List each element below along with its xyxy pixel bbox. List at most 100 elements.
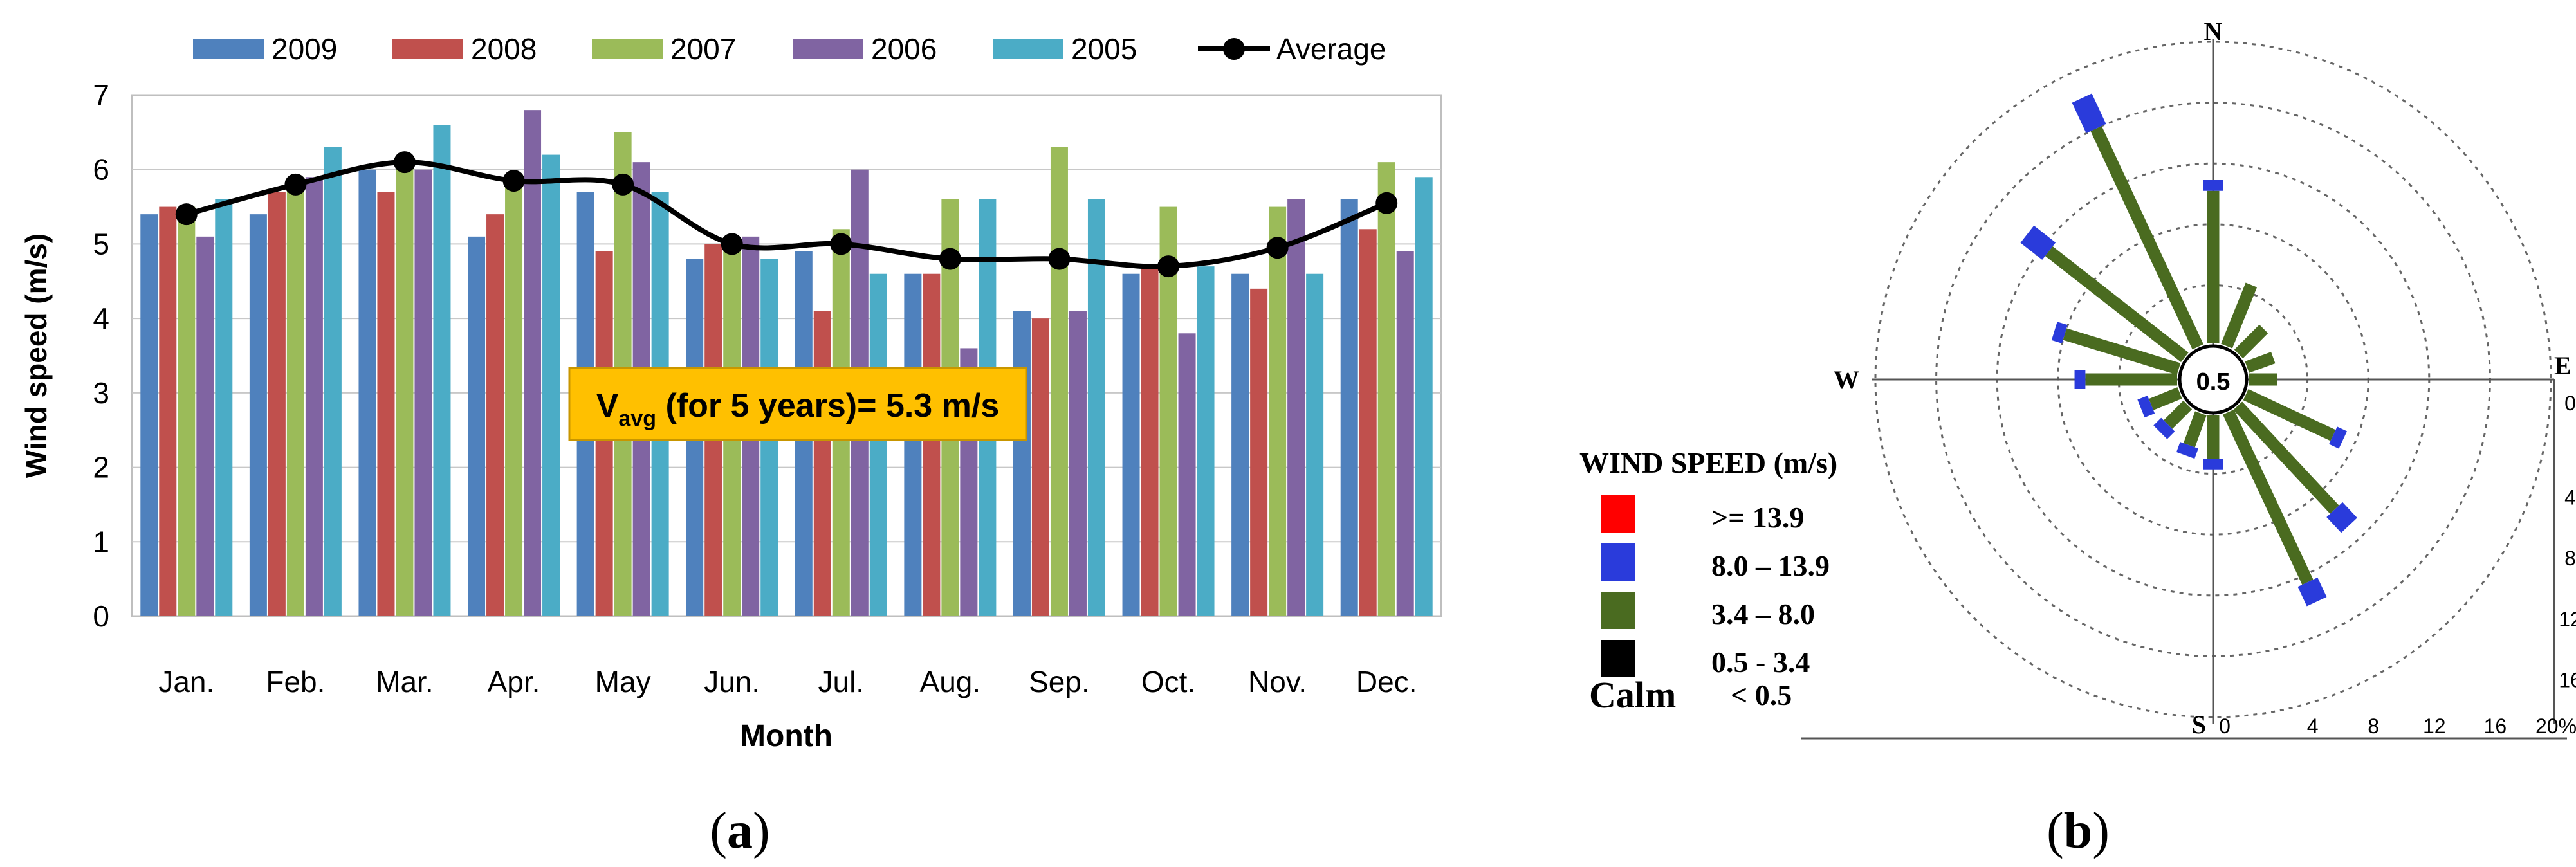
- bar-x-tick-label: Jun.: [704, 665, 760, 698]
- wind-rose-spoke-blue: [2072, 93, 2106, 134]
- bottom-axis-label: 12: [2423, 715, 2446, 738]
- bar-2007-dec: [1377, 162, 1395, 617]
- wind-rose-spoke-blue: [2329, 426, 2348, 449]
- average-annotation: Vavg (for 5 years)= 5.3 m/s: [568, 367, 1027, 441]
- legend-swatch-2009: [193, 39, 264, 59]
- average-point: [939, 248, 961, 270]
- radial-axis-label: 0: [2564, 392, 2576, 415]
- wind-rose-legend-label: 3.4 – 8.0: [1711, 598, 1815, 630]
- bar-plot-area: [131, 94, 1442, 617]
- wind-rose-spoke-blue: [2326, 502, 2357, 533]
- bar-2007-nov: [1269, 206, 1287, 617]
- bar-gridlines: [132, 169, 1441, 543]
- bar-x-tick-label: Nov.: [1248, 665, 1307, 698]
- bar-x-tick-label: Jul.: [818, 665, 864, 698]
- wind-rose-spoke-blue: [2020, 225, 2056, 260]
- wind-rose: 0.5 N S E W 0 4 8 12 16 0 4 8 12 16 20% WIND SPEED (…: [1579, 17, 2576, 740]
- bar-y-tick-label: 6: [93, 153, 109, 187]
- wind-rose-legend-title: WIND SPEED (m/s): [1579, 446, 1837, 479]
- legend-label-2007: 2007: [670, 32, 736, 66]
- average-line-path: [185, 160, 1388, 269]
- legend-swatch-2006: [793, 39, 863, 59]
- legend-label-average: Average: [1276, 32, 1386, 66]
- annotation-subscript: avg: [618, 406, 656, 431]
- bar-2006-sep: [1069, 311, 1087, 616]
- average-point: [1266, 237, 1289, 259]
- bar-y-tick-label: 4: [93, 302, 109, 335]
- direction-label-w: W: [1834, 365, 1859, 394]
- bar-x-tick-labels: Jan. Feb. Mar. Apr. May Jun. Jul. Aug. Sep. Oct. N…: [158, 665, 1417, 698]
- bar-2009-aug: [904, 273, 922, 616]
- average-point: [612, 173, 634, 196]
- bar-2006-nov: [1287, 199, 1305, 616]
- average-line: [175, 151, 1398, 278]
- bar-2008-nov: [1250, 288, 1268, 616]
- bar-x-tick-label: Mar.: [376, 665, 433, 698]
- wind-rose-spoke-green: [2234, 324, 2268, 359]
- wind-rose-calm-value: < 0.5: [1731, 679, 1792, 711]
- bar-2008-sep: [1031, 318, 1049, 616]
- wind-rose-spoke-green: [2243, 389, 2336, 441]
- wind-rose-spoke-blue: [2153, 417, 2175, 439]
- bar-legend: 2009 2008 2007 2006 2005 Average: [193, 32, 1386, 66]
- bar-2007-sep: [1050, 147, 1068, 616]
- wind-rose-center-label: 0.5: [2196, 369, 2231, 396]
- panel-b-close: ): [2092, 803, 2110, 859]
- average-point: [721, 233, 743, 255]
- wind-rose-spokes: [2020, 93, 2357, 607]
- wind-rose-legend-label: 8.0 – 13.9: [1711, 549, 1830, 582]
- bar-2005-mar: [433, 125, 451, 617]
- bar-x-tick-label: Aug.: [920, 665, 981, 698]
- radial-axis-label: 16: [2559, 668, 2576, 691]
- direction-label-s: S: [2192, 710, 2206, 739]
- legend-swatch-2008: [392, 39, 463, 59]
- wind-rose-center-circle: [2178, 344, 2249, 415]
- bar-y-tick-label: 0: [93, 599, 109, 633]
- bar-y-tick-label: 5: [93, 227, 109, 260]
- average-annotation-text: Vavg (for 5 years)= 5.3 m/s: [596, 387, 1000, 431]
- bar-2005-feb: [324, 147, 342, 616]
- wind-rose-legend: WIND SPEED (m/s) >= 13.9 8.0 – 13.9 3.4 – 8…: [1579, 446, 1837, 716]
- wind-rose-spoke-blue: [2137, 396, 2155, 418]
- average-annotation-box: [568, 367, 1027, 441]
- panel-label-a: (a): [710, 803, 769, 859]
- bar-2008-oct: [1141, 266, 1159, 617]
- wind-rose-legend-swatch: [1601, 640, 1635, 677]
- average-point: [284, 173, 307, 196]
- bar-2005-jan: [215, 199, 233, 616]
- bar-x-tick-label: Jan.: [158, 665, 214, 698]
- wind-rose-spoke-green: [2221, 282, 2258, 349]
- bar-x-tick-label: Dec.: [1356, 665, 1417, 698]
- wind-rose-legend-swatch: [1601, 543, 1635, 581]
- bar-2005-dec: [1415, 177, 1433, 616]
- bottom-axis-label: 0: [2219, 715, 2231, 738]
- annotation-prefix: V: [596, 387, 619, 424]
- bar-2006-apr: [524, 110, 542, 617]
- legend-swatch-2007: [592, 39, 663, 59]
- bar-x-axis-label: Month: [740, 719, 833, 753]
- bar-2008-feb: [268, 192, 286, 616]
- wind-rose-spoke-green: [2063, 328, 2181, 375]
- legend-label-2005: 2005: [1071, 32, 1137, 66]
- bar-2006-oct: [1178, 333, 1196, 616]
- wind-rose-spoke-green: [2164, 400, 2193, 429]
- bar-2005-sep: [1087, 199, 1105, 616]
- bar-chart: 0 1 2 3 4 5 6 7 Jan. Feb. Mar. Apr. May Jun. Jul. Aug.…: [19, 32, 1442, 753]
- panel-label-b: (b): [2047, 803, 2110, 859]
- bar-y-tick-label: 3: [93, 376, 109, 410]
- wind-rose-legend-swatch: [1601, 495, 1635, 533]
- bar-y-tick-label: 7: [93, 78, 109, 112]
- annotation-suffix: (for 5 years)= 5.3 m/s: [656, 387, 999, 424]
- average-point: [1157, 255, 1180, 278]
- bar-2005-apr: [542, 154, 560, 617]
- average-point: [1375, 192, 1398, 214]
- bar-2007-jan: [178, 206, 196, 617]
- wind-rose-spoke-green: [2223, 409, 2314, 585]
- bar-2008-jul: [813, 311, 831, 616]
- panel-a-letter: a: [727, 803, 753, 859]
- bar-2009-mar: [358, 169, 376, 616]
- bar-2006-mar: [414, 169, 432, 616]
- panel-b-letter: b: [2064, 803, 2093, 859]
- radial-axis-label: 12: [2559, 608, 2576, 631]
